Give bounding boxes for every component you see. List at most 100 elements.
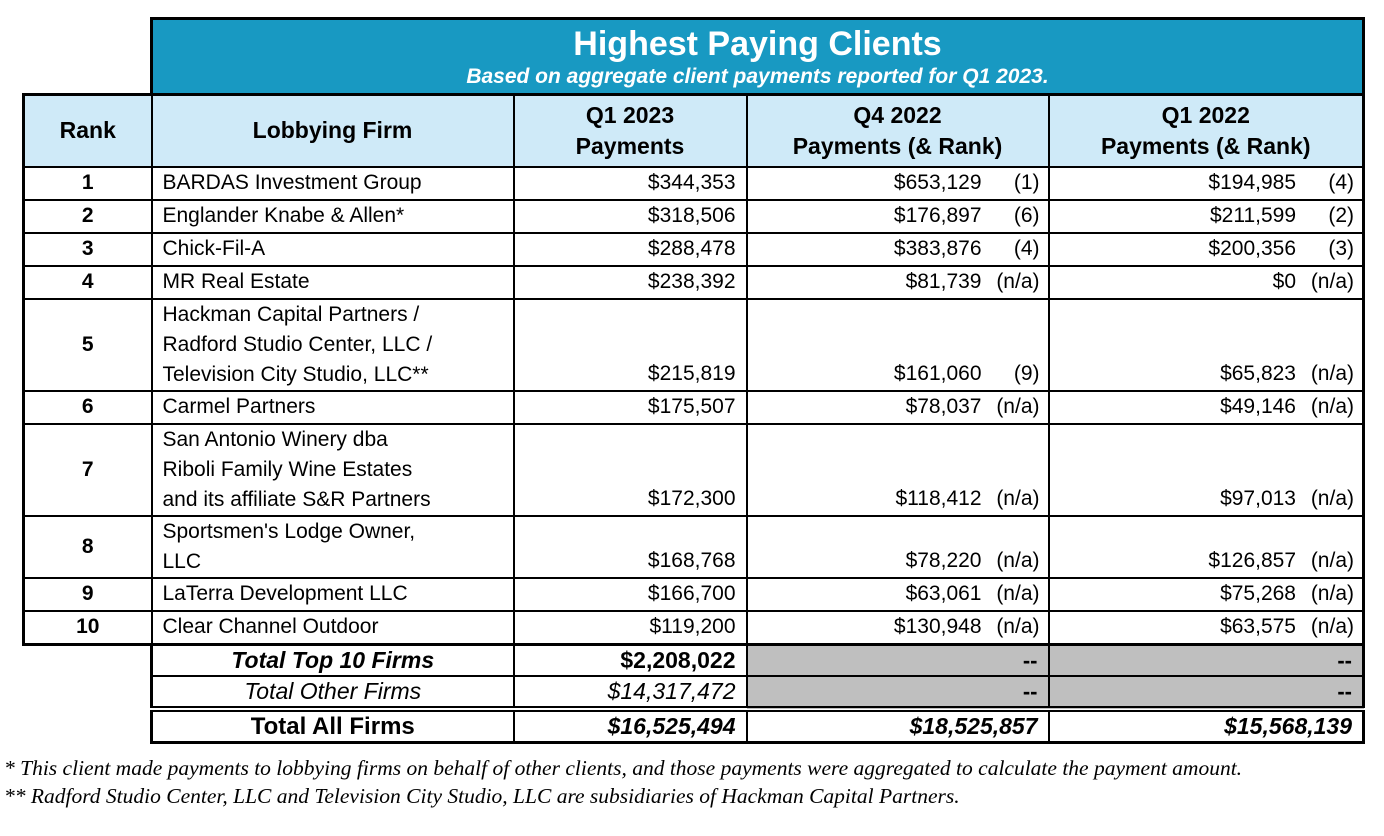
q4-2022-payment-cell: $81,739 (n/a) (745, 264, 1050, 300)
title-spacer (23, 18, 152, 95)
payment-amount: $65,823 (1220, 361, 1296, 385)
payment-amount: $78,037 (905, 394, 982, 418)
total-q1-2022-cell: -- (1047, 674, 1365, 710)
payment-line: $49,146 (n/a) (1050, 392, 1354, 422)
q1-2023-payment-cell: $168,768 (512, 514, 748, 579)
total-row-all: Total All Firms $16,525,494 $18,525,857 $15… (23, 705, 1365, 744)
total-q4-2022-cell: -- (745, 674, 1050, 710)
payment-line: $126,857 (n/a) (1050, 546, 1354, 576)
rank-cell: 4 (22, 264, 153, 300)
payment-amount: $200,356 (1208, 236, 1296, 260)
payment-line: $194,985 (4) (1050, 168, 1354, 198)
payment-line: $63,575 (n/a) (1050, 612, 1354, 642)
payment-amount: $211,599 (1209, 203, 1296, 227)
rank-cell: 5 (22, 297, 153, 392)
payment-rank: (4) (1328, 170, 1354, 194)
q1-2022-payment-cell: $49,146 (n/a) (1047, 389, 1365, 425)
firm-name-cell: MR Real Estate (150, 264, 515, 300)
column-header-q4-2022-payments: Q4 2022 Payments (& Rank) (745, 93, 1050, 168)
payment-amount: $653,129 (893, 170, 982, 194)
q1-2022-payment-cell: $63,575 (n/a) (1047, 609, 1365, 646)
table-row: 4 MR Real Estate $238,392 $81,739 (n/a) $0 (n/… (22, 264, 1365, 300)
payment-line: $211,599 (2) (1050, 201, 1354, 231)
payment-rank: (1) (1013, 170, 1040, 194)
payment-rank: (n/a) (1310, 269, 1354, 293)
payment-amount: $176,897 (893, 203, 982, 227)
payments-table: Highest Paying Clients Based on aggregat… (22, 17, 1365, 744)
rank-cell: 7 (22, 422, 153, 517)
payment-line: $176,897 (6) (748, 201, 1040, 231)
firm-name-cell: Carmel Partners (150, 389, 515, 425)
page-title: Highest Paying Clients (573, 25, 942, 64)
rank-cell: 9 (22, 576, 153, 612)
payment-amount: $0 (1272, 269, 1296, 293)
payment-amount: $78,220 (905, 548, 982, 572)
title-row: Highest Paying Clients Based on aggregat… (23, 17, 1365, 96)
total-label-cell: Total All Firms (150, 705, 515, 744)
table-row: 7 San Antonio Winery dba Riboli Family Wi… (22, 422, 1365, 517)
q1-2022-payment-cell: $200,356 (3) (1047, 231, 1365, 267)
payment-rank: (n/a) (1310, 614, 1354, 638)
q1-2023-payment-cell: $215,819 (512, 297, 748, 392)
total-q1-2022-cell: -- (1047, 643, 1365, 677)
q4-2022-payment-cell: $161,060 (9) (745, 297, 1050, 392)
total-row-top10: Total Top 10 Firms $2,208,022 -- -- (23, 643, 1365, 677)
page-subtitle: Based on aggregate client payments repor… (466, 64, 1049, 88)
payment-rank: (n/a) (996, 394, 1040, 418)
q1-2023-payment-cell: $238,392 (512, 264, 748, 300)
footnote-1: * This client made payments to lobbying … (4, 756, 1243, 780)
rank-spacer-cell (23, 644, 152, 676)
payment-line: $81,739 (n/a) (748, 267, 1040, 297)
q1-2023-payment-cell: $288,478 (512, 231, 748, 267)
total-q1-2023-cell: $2,208,022 (512, 643, 748, 677)
q1-2023-payment-cell: $344,353 (512, 165, 748, 201)
column-header-rank: Rank (22, 93, 153, 168)
q1-2022-payment-cell: $211,599 (2) (1047, 198, 1365, 234)
payment-rank: (n/a) (996, 486, 1040, 510)
firm-name-cell: Chick-Fil-A (150, 231, 515, 267)
table-row: 9 LaTerra Development LLC $166,700 $63,061 (… (22, 576, 1365, 612)
rank-cell: 1 (22, 165, 153, 201)
payment-rank: (6) (1013, 203, 1040, 227)
firm-name-cell: LaTerra Development LLC (150, 576, 515, 612)
total-q4-2022-cell: $18,525,857 (745, 705, 1050, 744)
payment-rank: (n/a) (1310, 581, 1354, 605)
q4-2022-payment-cell: $383,876 (4) (745, 231, 1050, 267)
title-banner: Highest Paying Clients Based on aggregat… (150, 17, 1365, 96)
payment-line: $78,037 (n/a) (748, 392, 1040, 422)
payment-line: $653,129 (1) (748, 168, 1040, 198)
q4-2022-payment-cell: $118,412 (n/a) (745, 422, 1050, 517)
firm-name-cell: Englander Knabe & Allen* (150, 198, 515, 234)
rank-cell: 3 (22, 231, 153, 267)
payment-line: $0 (n/a) (1050, 267, 1354, 297)
rank-cell: 2 (22, 198, 153, 234)
total-label-cell: Total Other Firms (150, 674, 515, 710)
total-row-other: Total Other Firms $14,317,472 -- -- (23, 674, 1365, 710)
column-header-row: Rank Lobbying Firm Q1 2023 Payments Q4 2… (22, 93, 1365, 168)
payment-line: $383,876 (4) (748, 234, 1040, 264)
q1-2022-payment-cell: $126,857 (n/a) (1047, 514, 1365, 579)
rank-spacer-cell (23, 708, 152, 742)
table-row: 5 Hackman Capital Partners / Radford Stud… (22, 297, 1365, 392)
payment-line: $65,823 (n/a) (1050, 359, 1354, 389)
payment-rank: (n/a) (1310, 394, 1354, 418)
q1-2023-payment-cell: $172,300 (512, 422, 748, 517)
table-row: 3 Chick-Fil-A $288,478 $383,876 (4) $200,356 (… (22, 231, 1365, 267)
column-header-lobbying-firm: Lobbying Firm (150, 93, 515, 168)
payment-amount: $75,268 (1220, 581, 1296, 605)
footnote-2: ** Radford Studio Center, LLC and Televi… (4, 784, 960, 809)
q4-2022-payment-cell: $63,061 (n/a) (745, 576, 1050, 612)
total-q1-2023-cell: $16,525,494 (512, 705, 748, 744)
payment-line: $63,061 (n/a) (748, 579, 1040, 609)
payment-rank: (n/a) (996, 614, 1040, 638)
payment-amount: $161,060 (893, 361, 982, 385)
payment-rank: (4) (1013, 236, 1040, 260)
payment-rank: (n/a) (996, 548, 1040, 572)
q1-2023-payment-cell: $175,507 (512, 389, 748, 425)
firm-name-cell: Clear Channel Outdoor (150, 609, 515, 646)
payment-amount: $97,013 (1220, 486, 1296, 510)
rank-cell: 6 (22, 389, 153, 425)
payment-amount: $63,061 (905, 581, 982, 605)
payment-rank: (n/a) (996, 269, 1040, 293)
payment-amount: $63,575 (1220, 614, 1296, 638)
